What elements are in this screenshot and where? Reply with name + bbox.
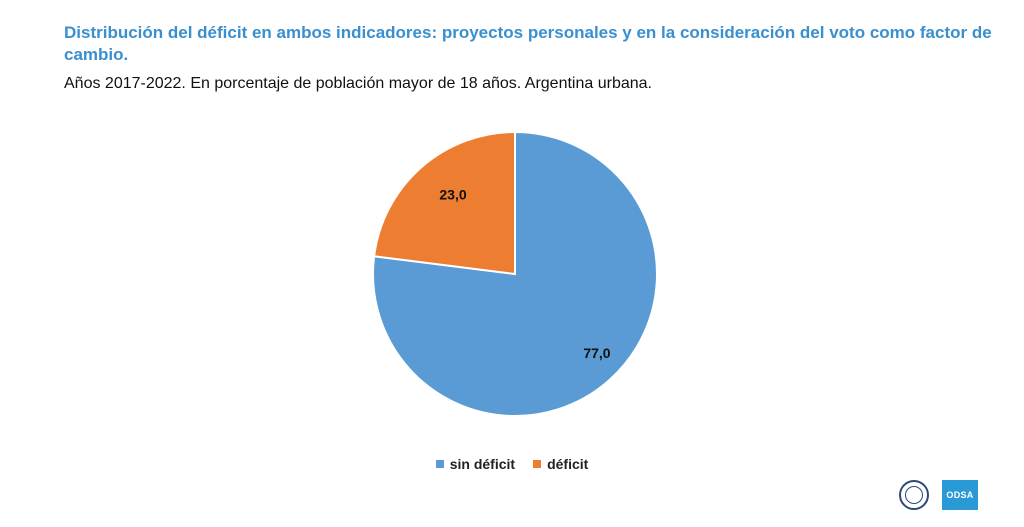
pie-slice-sin-deficit xyxy=(372,130,658,417)
data-label-sin-deficit: 77,0 xyxy=(583,345,610,361)
legend-swatch-sin-deficit xyxy=(435,460,444,468)
chart-subtitle: Años 2017-2022. En porcentaje de poblaci… xyxy=(64,75,652,92)
legend-label-sin-deficit: sin déficit xyxy=(449,456,516,472)
legend-item-sin-deficit: sin déficit xyxy=(435,456,516,472)
pie-slice-deficit xyxy=(373,130,516,276)
data-label-deficit: 23,0 xyxy=(439,186,466,202)
legend-item-deficit: déficit xyxy=(533,456,588,472)
odsa-logo: ODSA xyxy=(942,480,978,510)
legend: sin déficit déficit xyxy=(0,456,1024,472)
legend-swatch-deficit xyxy=(533,460,542,468)
university-seal-logo xyxy=(899,480,929,510)
legend-label-deficit: déficit xyxy=(547,456,589,472)
chart-title: Distribución del déficit en ambos indica… xyxy=(64,23,992,64)
seal-inner-ring xyxy=(905,486,923,504)
